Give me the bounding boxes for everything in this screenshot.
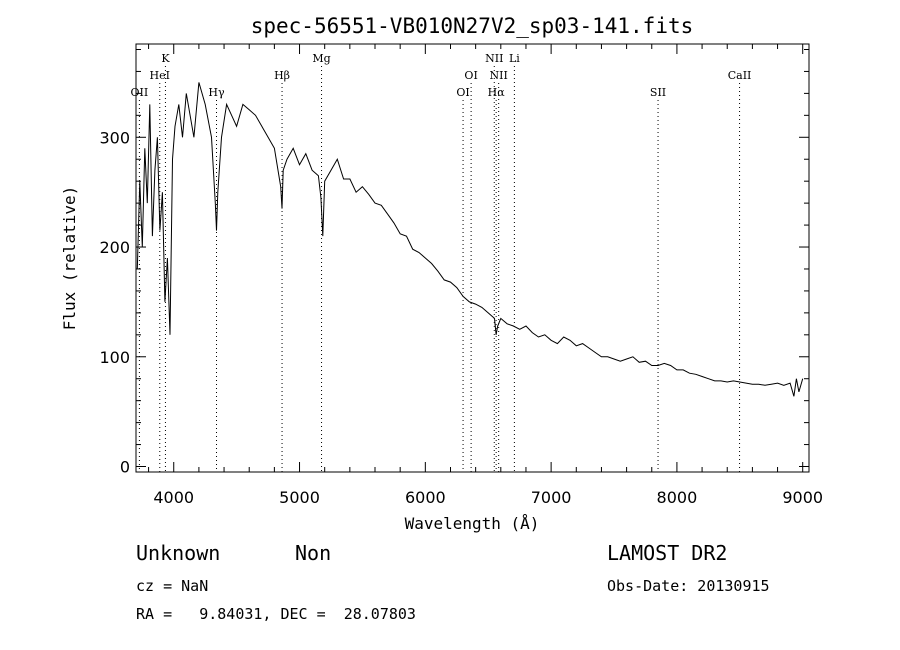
observation-date: Obs-Date: 20130915 bbox=[607, 577, 770, 595]
x-tick-label: 5000 bbox=[279, 488, 320, 507]
spectral-line-label: NII bbox=[485, 52, 503, 65]
spectral-line-label: OII bbox=[131, 86, 149, 99]
object-subclass: Non bbox=[295, 541, 332, 565]
y-tick-label: 0 bbox=[120, 458, 130, 477]
y-tick-label: 300 bbox=[99, 128, 130, 147]
survey-name: LAMOST DR2 bbox=[607, 541, 728, 565]
spectral-line-label: Li bbox=[509, 52, 520, 65]
x-tick-label: 4000 bbox=[153, 488, 194, 507]
spectral-line-label: Hγ bbox=[208, 86, 225, 99]
spectral-line-markers: OII K HeI Hγ Hβ Mg OI OI NII NII Hα Li SII CaII bbox=[131, 52, 752, 472]
x-tick-label: 9000 bbox=[782, 488, 823, 507]
x-tick-label: 8000 bbox=[657, 488, 698, 507]
spectral-line-label: HeI bbox=[150, 69, 170, 82]
axis-ticks: 4000 5000 6000 7000 8000 9000 0 100 200 300 bbox=[99, 44, 823, 507]
spectral-line-label: K bbox=[161, 52, 170, 65]
spectral-line-label: NII bbox=[490, 69, 508, 82]
chart-title: spec-56551-VB010N27V2_sp03-141.fits bbox=[251, 14, 694, 38]
spectral-line-label: SII bbox=[650, 86, 666, 99]
object-class: Unknown bbox=[136, 541, 221, 565]
y-axis-label: Flux (relative) bbox=[60, 186, 79, 331]
spectral-line-label: OI bbox=[456, 86, 469, 99]
x-tick-label: 6000 bbox=[405, 488, 446, 507]
plot-frame bbox=[135, 43, 810, 473]
redshift-cz: cz = NaN bbox=[136, 577, 209, 595]
spectral-line-label: Hβ bbox=[274, 69, 290, 82]
spectral-line-label: Mg bbox=[312, 52, 330, 65]
y-tick-label: 100 bbox=[99, 348, 130, 367]
y-tick-label: 200 bbox=[99, 238, 130, 257]
coordinates: RA = 9.84031, DEC = 28.07803 bbox=[136, 605, 416, 623]
spectral-line-label: CaII bbox=[728, 69, 752, 82]
x-axis-label: Wavelength (Å) bbox=[405, 514, 540, 533]
spectral-line-label: Hα bbox=[488, 86, 506, 99]
spectral-line-label: OI bbox=[464, 69, 477, 82]
spectrum-line bbox=[136, 82, 804, 397]
x-tick-label: 7000 bbox=[531, 488, 572, 507]
